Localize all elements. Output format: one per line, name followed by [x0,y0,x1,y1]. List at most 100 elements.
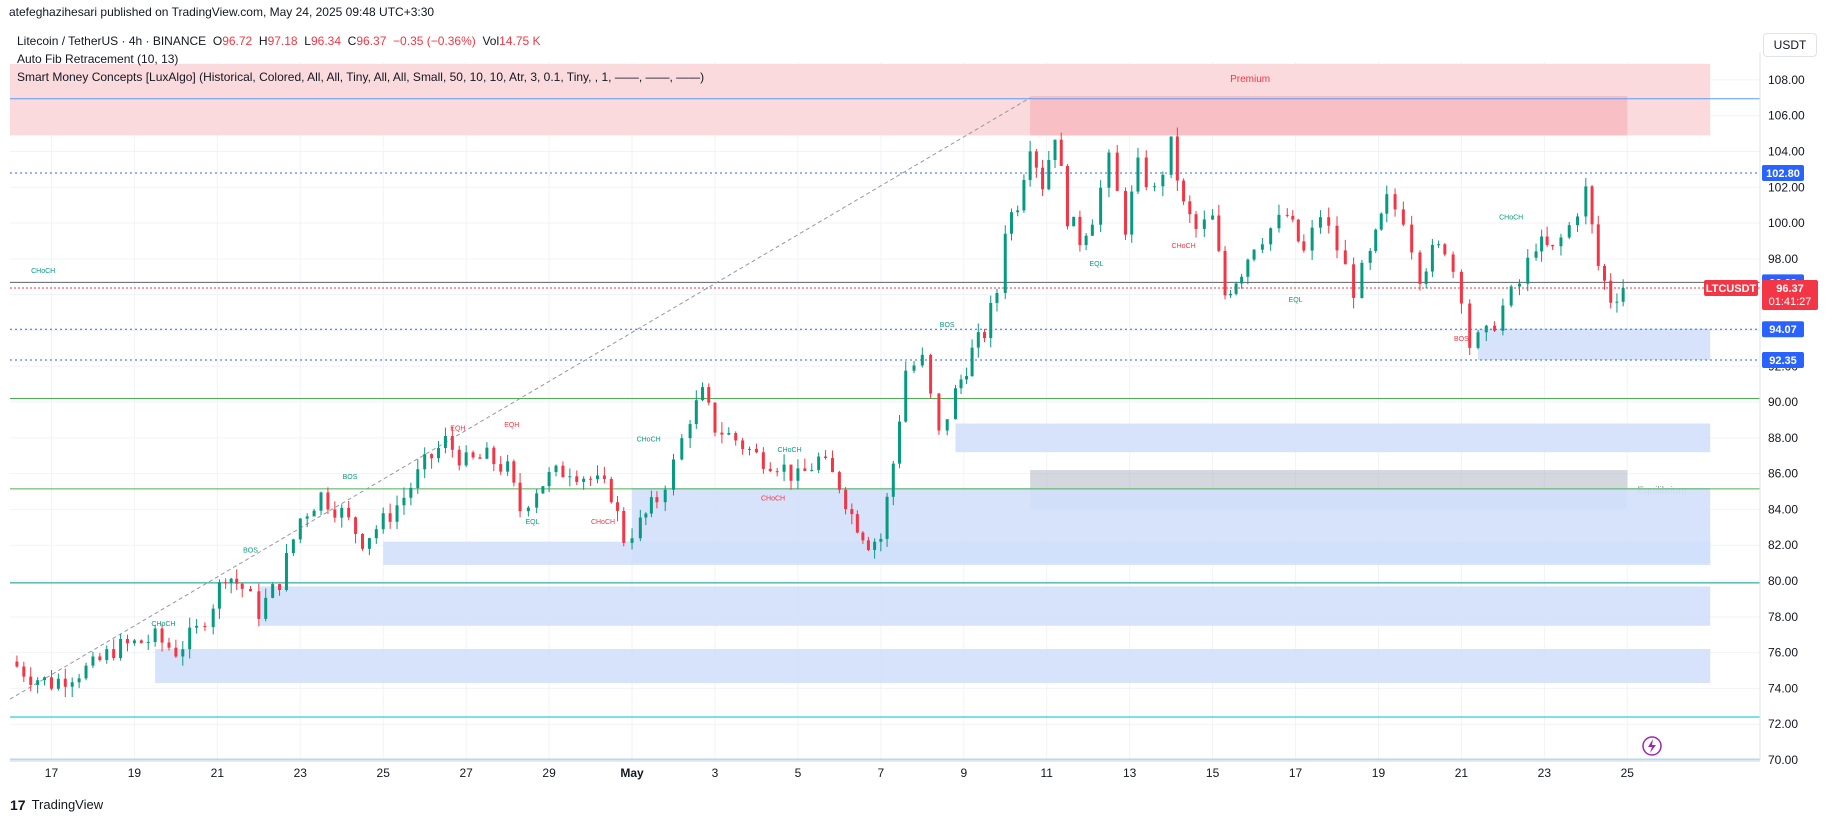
candle-up [1559,237,1563,247]
symbol-name[interactable]: Litecoin / TetherUS · 4h · BINANCE [17,34,207,48]
candle-down [139,640,143,643]
candle-down [1041,167,1045,190]
candle-down [360,533,364,549]
candle-up [264,597,268,619]
x-tick-label: 21 [211,766,225,780]
candle-up [727,433,731,435]
candle-down [1034,151,1038,168]
candle-down [761,452,765,469]
candle-up [340,507,344,518]
candle-up [1016,210,1020,213]
candle-down [1418,252,1422,284]
candle-down [561,465,565,478]
tradingview-logo-icon: 17 [10,797,26,813]
candle-up [920,354,924,366]
candle-down [713,402,717,433]
candle-down [174,647,178,657]
x-tick-label: 27 [459,766,473,780]
candle-up [554,465,558,473]
structure-labels: CHoCH BOS BOS EQH EQH EQL CHoCH CHoCH CHoCH CHoCH… [31,214,1523,627]
candle-down [22,666,26,677]
candle-up [181,649,185,657]
price-axis[interactable]: 70.00 72.00 74.00 76.00 78.00 80.00 82.00 84.00… [1704,52,1818,767]
candle-up [132,640,136,644]
candle-down [1059,139,1063,166]
time-axis[interactable]: 17 19 21 23 25 27 29 May 3 5 7 9 11 13 15 17 19 21 23 25 [10,736,1760,780]
candle-down [837,472,841,490]
candle-up [188,627,192,650]
candle-down [1602,265,1606,281]
candle-up [644,513,648,518]
candle-up [1090,224,1094,236]
candle-down [1451,254,1455,272]
candle-up [1229,293,1233,296]
candle-up [195,625,199,628]
structure-label: EQH [450,426,465,433]
candle-up [305,516,309,519]
candle-up [945,419,949,431]
candle-down [1335,225,1339,251]
candle-up [367,538,371,549]
candle-down [1144,157,1148,188]
price-tag [1762,321,1804,338]
y-tick-label: 74.00 [1768,681,1798,695]
candle-up [701,387,705,401]
candle-up [1022,179,1026,211]
candle-down [589,478,593,480]
candle-up [1099,187,1103,225]
fib-trend-line [9,97,1031,700]
candle-down [49,677,53,689]
x-tick-label: May [620,766,644,780]
candle-up [879,538,883,542]
structure-label: EQH [504,422,519,429]
candle-down [1609,280,1613,303]
candle-up [1252,249,1256,260]
candle-down [1296,219,1300,242]
candle-down [235,578,239,584]
candle-up [1576,216,1580,226]
candle-up [630,538,634,543]
candle-down [855,514,859,533]
publisher-bar: atefeghazihesari published on TradingVie… [0,0,1835,24]
candle-up [381,513,385,530]
candle-down [789,464,793,481]
candle-up [217,582,221,609]
candle-up [672,459,676,490]
candle-up [885,496,889,539]
y-tick-label: 70.00 [1768,753,1798,767]
indicator-fib[interactable]: Auto Fib Retracement (10, 13) [17,52,179,66]
high-value: 97.18 [267,34,298,48]
candle-up [271,584,275,598]
lightning-icon[interactable] [1642,736,1662,756]
candle-down [478,457,482,459]
x-tick-label: 23 [1538,766,1552,780]
vol-label: Vol [482,34,500,48]
candle-up [402,497,406,506]
x-tick-label: 17 [1289,766,1303,780]
candle-down [866,540,870,550]
candle-up [319,492,323,511]
currency-button[interactable]: USDT [1763,33,1817,57]
indicator-smc[interactable]: Smart Money Concepts [LuxAlgo] (Historic… [17,70,705,84]
close-label: C [347,34,357,48]
candle-up [688,424,692,439]
x-tick-label: 7 [878,766,885,780]
candle-up [638,517,642,539]
y-tick-label: 80.00 [1768,574,1798,588]
candle-down [249,588,253,592]
candle-up [1424,271,1428,284]
y-tick-label: 86.00 [1768,467,1798,481]
candle-up [1476,332,1480,348]
x-tick-label: 9 [960,766,967,780]
candle-down [112,649,116,659]
smc-zones: PremiumEquilibrium [10,63,1711,684]
premium_ob-zone [1030,96,1628,136]
candle-up [77,678,81,683]
change-value: −0.35 (−0.36%) [393,34,476,48]
low-value: 96.34 [310,34,341,48]
vol-value: 14.75 K [499,34,541,48]
candles [15,127,1625,698]
candle-up [1540,236,1544,252]
publisher-line: atefeghazihesari published on TradingVie… [9,5,435,19]
